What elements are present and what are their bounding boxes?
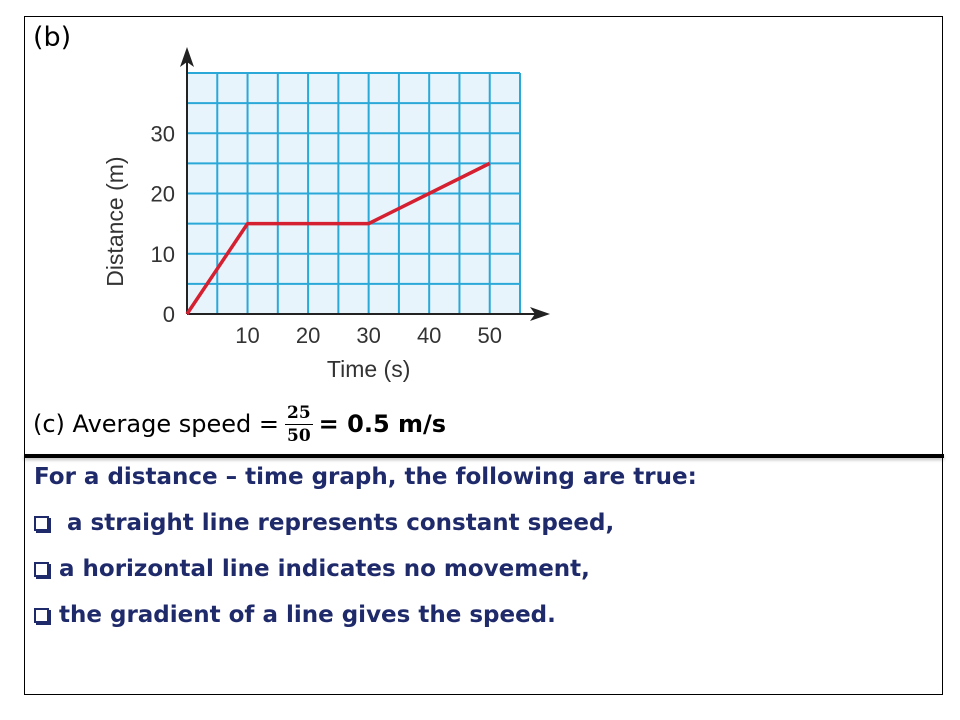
fraction-denominator: 50: [286, 425, 311, 446]
slide-frame: [24, 16, 943, 695]
x-tick-label: 30: [356, 323, 380, 348]
checkbox-bullet-icon: [34, 607, 49, 623]
data-line: [185, 161, 491, 315]
fraction-numerator: 25: [284, 402, 313, 425]
list-item-text: a straight line represents constant spee…: [67, 510, 615, 536]
checkbox-bullet-icon: [34, 561, 49, 577]
average-speed-equation: (c) Average speed = 25 50 = 0.5 m/s: [33, 396, 446, 452]
list-item: a straight line represents constant spee…: [34, 500, 697, 546]
list-item-text: a horizontal line indicates no movement,: [59, 556, 590, 582]
list-item: the gradient of a line gives the speed.: [34, 592, 697, 638]
y-tick-label: 30: [151, 121, 175, 146]
notes-heading: For a distance – time graph, the followi…: [34, 464, 697, 490]
x-tick-label: 40: [417, 323, 441, 348]
y-tick-label: 0: [163, 302, 175, 327]
x-tick-label: 20: [296, 323, 320, 348]
speed-fraction: 25 50: [284, 402, 313, 446]
x-tick-label: 50: [477, 323, 501, 348]
section-divider: [24, 454, 944, 458]
chart-svg: 10 20 30 40 50 0 10 20 30 Time (s) Distance (m): [102, 47, 550, 382]
notes-section: For a distance – time graph, the followi…: [34, 460, 697, 638]
list-item: a horizontal line indicates no movement,: [34, 546, 697, 592]
y-tick-label: 20: [151, 182, 175, 207]
distance-time-chart: 10 20 30 40 50 0 10 20 30 Time (s) Distance (m): [90, 40, 560, 390]
y-axis-arrow-icon: [180, 47, 194, 67]
y-tick-label: 10: [151, 242, 175, 267]
speed-result: = 0.5 m/s: [318, 410, 447, 438]
x-tick-label: 10: [235, 323, 259, 348]
y-axis-label: Distance (m): [102, 156, 128, 286]
x-axis-label: Time (s): [327, 356, 410, 382]
part-b-label: (b): [33, 22, 72, 53]
speed-prefix: (c) Average speed =: [33, 410, 279, 438]
checkbox-bullet-icon: [34, 515, 49, 531]
x-axis-arrow-icon: [530, 307, 550, 321]
list-item-text: the gradient of a line gives the speed.: [59, 602, 556, 628]
